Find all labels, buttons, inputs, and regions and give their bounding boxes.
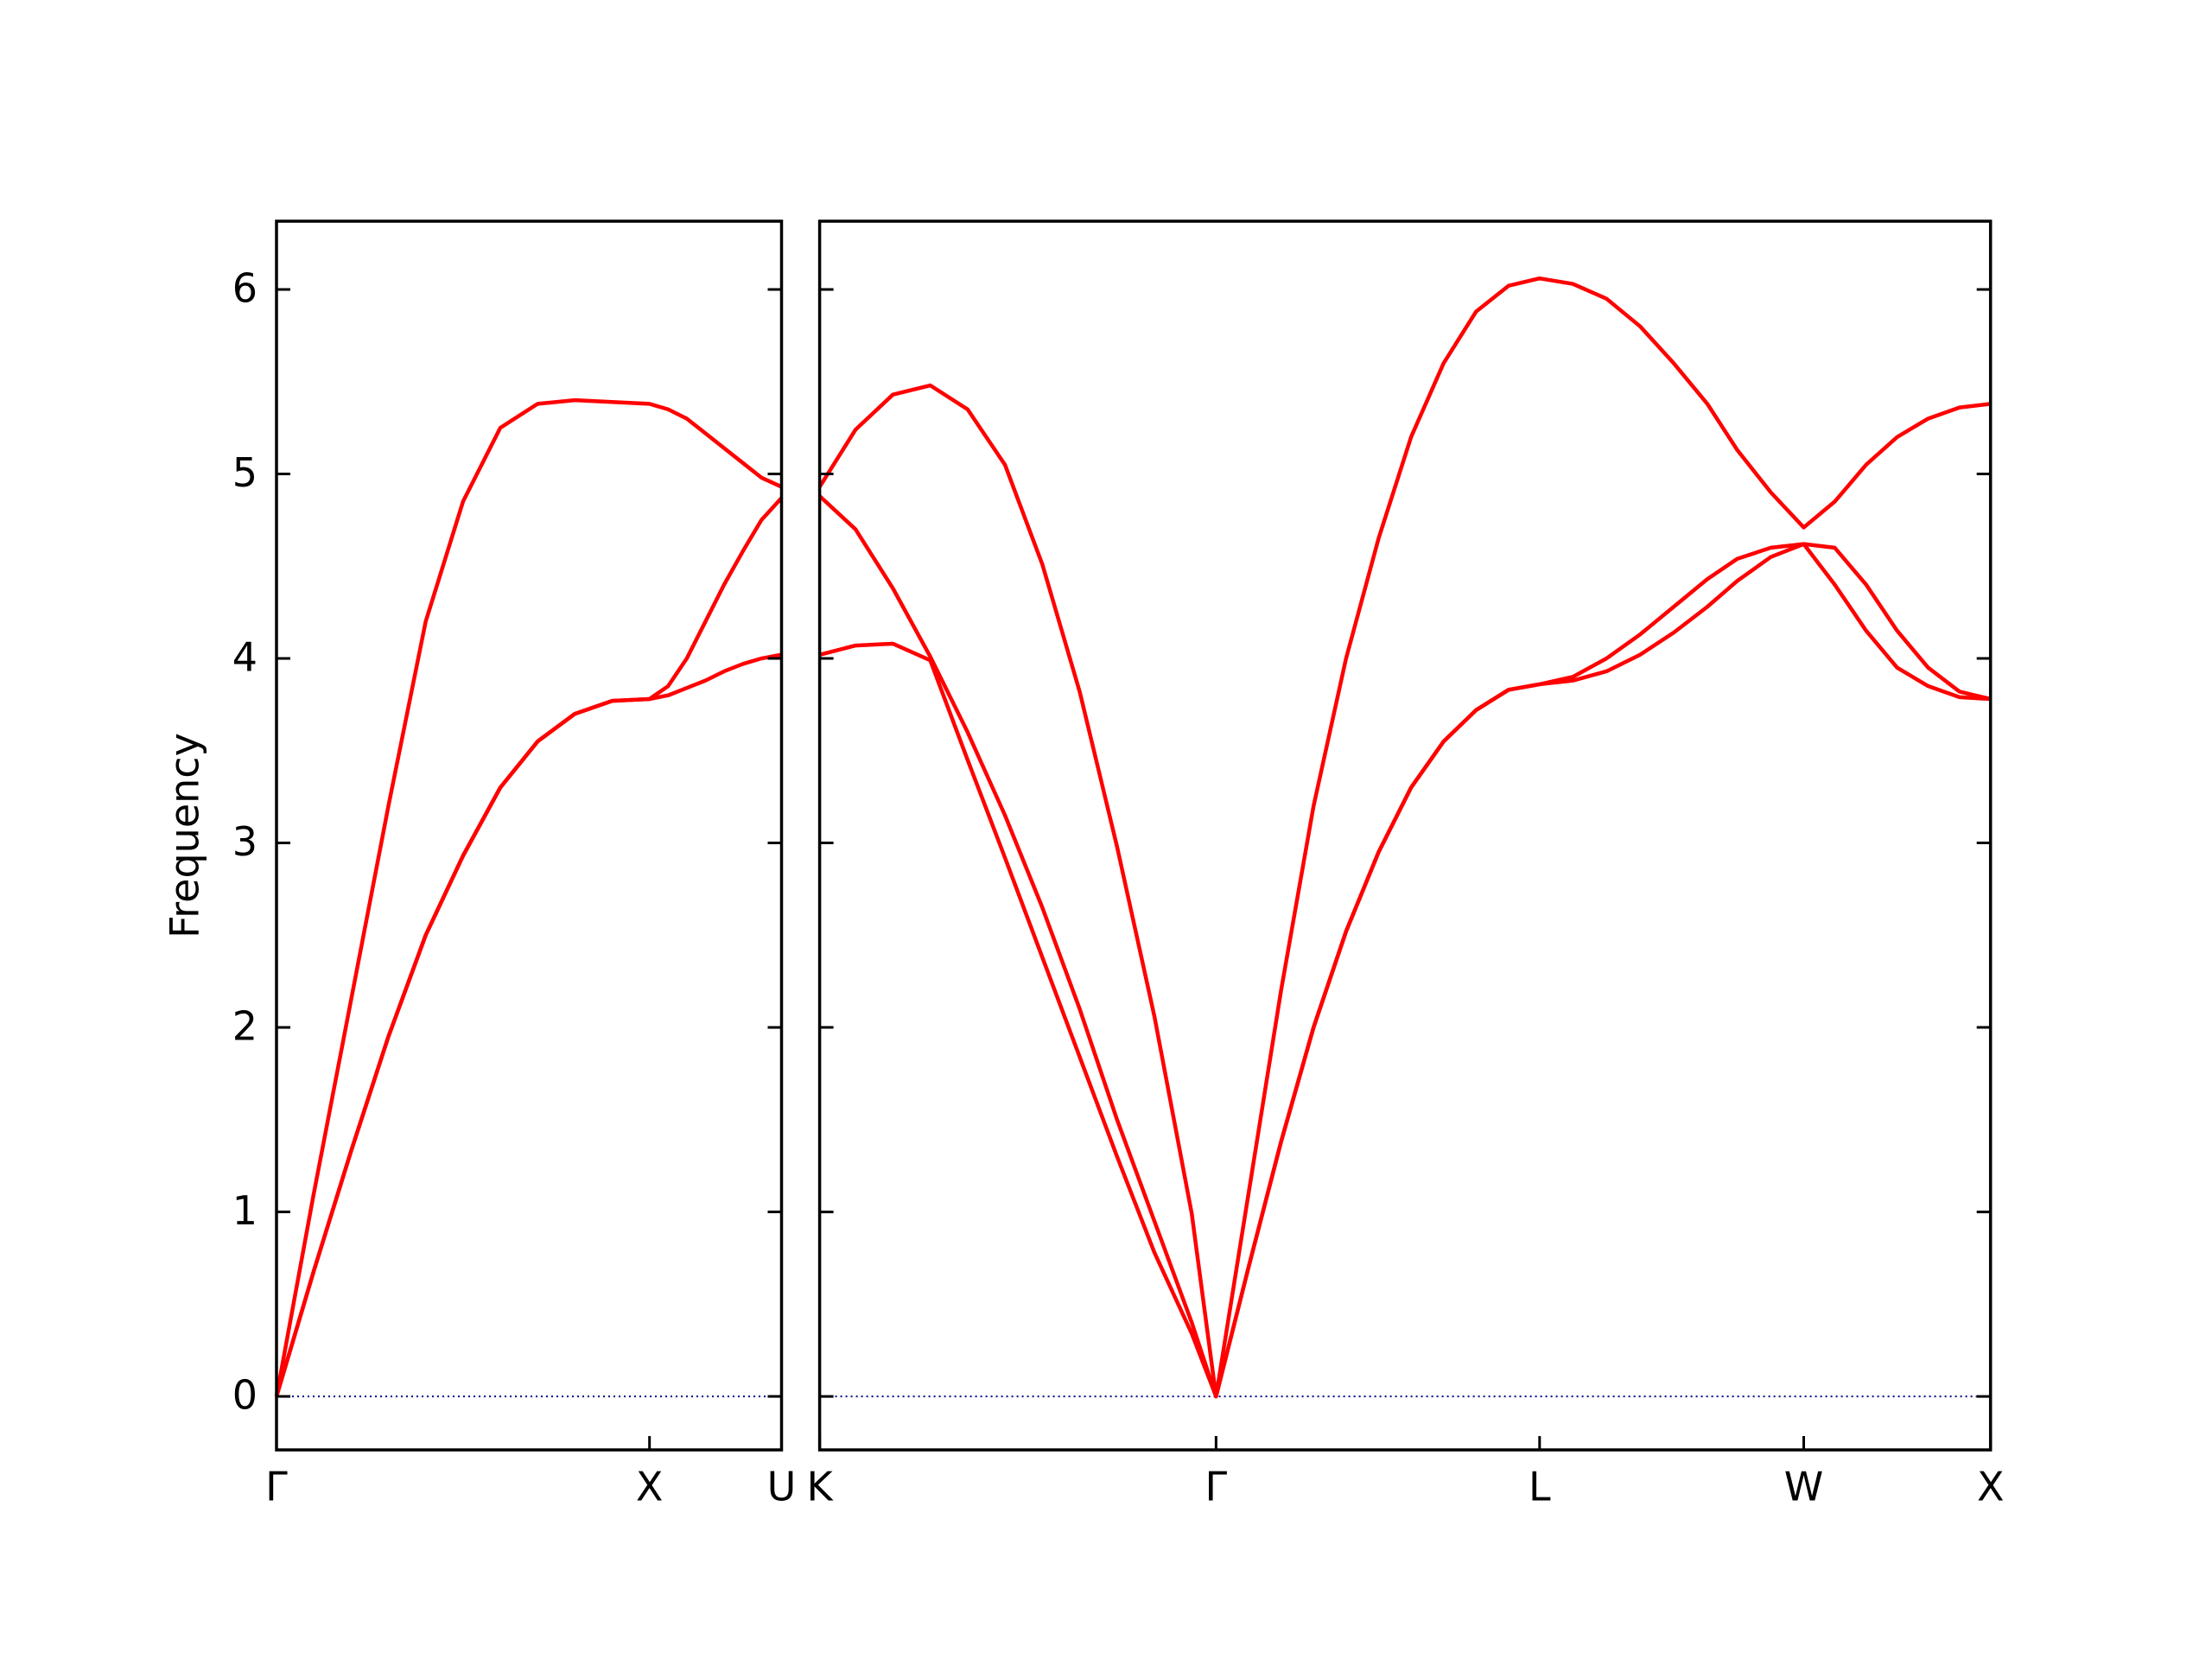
x-tick-label: Γ [1205,1464,1228,1510]
axes-frame [817,219,1993,1452]
y-tick-label: 0 [232,1372,257,1419]
x-tick-label: K [807,1464,835,1510]
y-axis-label: Frequency [162,733,208,938]
band-line [274,496,784,1397]
y-tick-label: 6 [232,265,257,312]
y-tick-label: 3 [232,818,257,865]
x-tick-label: W [1784,1464,1823,1510]
x-tick-label: X [636,1464,664,1510]
y-tick-label: 2 [232,1003,257,1050]
axes-frame [275,219,784,1452]
y-tick-label: 5 [232,449,257,496]
x-tick-label: Γ [265,1464,288,1510]
band-line [818,494,1992,1399]
band-line [817,276,1991,1399]
band-line [274,397,783,1397]
x-tick-label: U [767,1464,797,1510]
y-tick-label: 4 [232,634,257,681]
x-tick-label: L [1529,1464,1551,1510]
x-tick-label: X [1977,1464,2005,1510]
y-tick-label: 1 [232,1187,257,1234]
